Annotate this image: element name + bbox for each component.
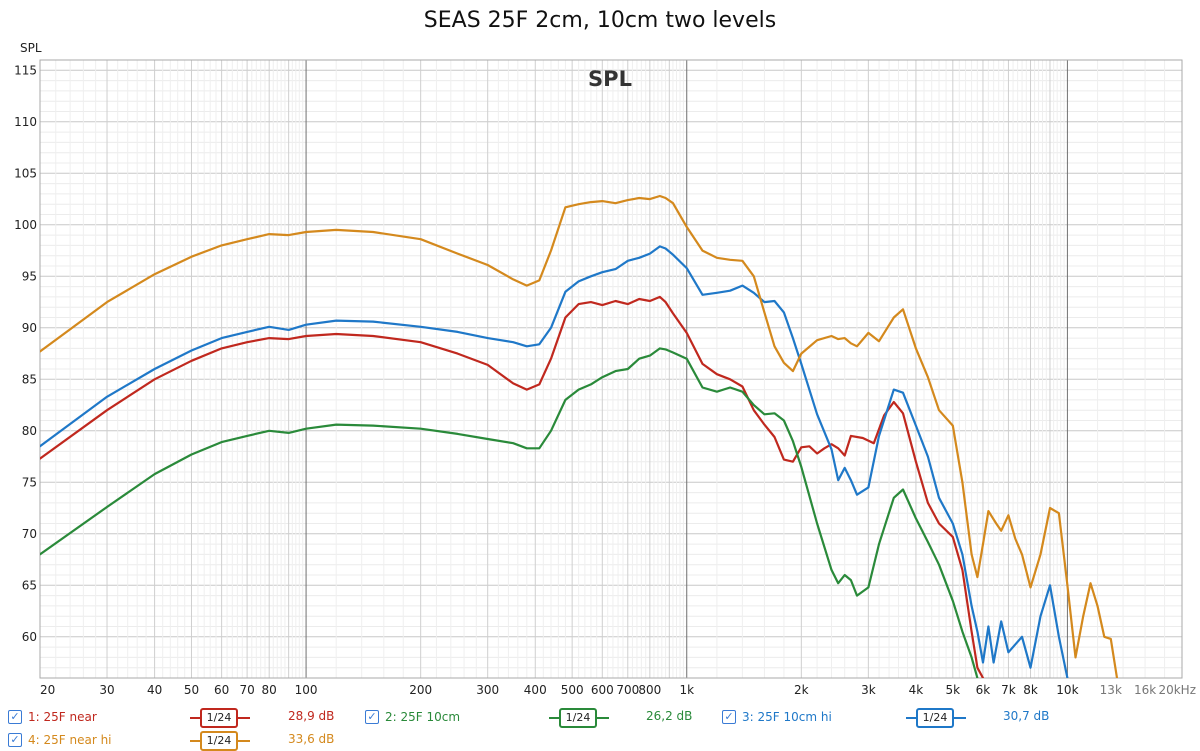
y-tick-label: 80 [22, 424, 37, 438]
x-tick-label: 200 [409, 683, 432, 697]
x-tick-label: 60 [214, 683, 229, 697]
y-tick-label: 90 [22, 321, 37, 335]
x-tick-label: 100 [295, 683, 318, 697]
y-tick-label: 70 [22, 527, 37, 541]
y-tick-label: 100 [14, 218, 37, 232]
legend-smoothing-4[interactable]: 1/24 [200, 731, 238, 751]
y-tick-label: 85 [22, 372, 37, 386]
x-tick-label: 30 [99, 683, 114, 697]
series-line-4 [40, 194, 1119, 678]
x-tick-label: 5k [946, 683, 961, 697]
x-tick-label: 300 [476, 683, 499, 697]
y-tick-label: 95 [22, 269, 37, 283]
x-tick-label: 50 [184, 683, 199, 697]
x-tick-label: 10k [1056, 683, 1078, 697]
y-ticks: 115 110 105 100 95 90 85 80 75 70 65 60 [14, 63, 37, 644]
legend-item-3[interactable]: ✓ 3: 25F 10cm hi [722, 706, 832, 728]
x-tick-label: 80 [262, 683, 277, 697]
legend-level-4: 33,6 dB [288, 732, 335, 746]
y-axis-label: SPL [20, 41, 42, 55]
legend-checkbox-2[interactable]: ✓ [365, 710, 379, 724]
y-tick-label: 65 [22, 578, 37, 592]
legend-label-2[interactable]: 2: 25F 10cm [385, 710, 461, 724]
x-tick-label: 13k [1100, 683, 1122, 697]
x-ticks: 20 30 40 50 60 70 80 100 200 300 400 500 600 700 800 1k… [40, 683, 1196, 697]
legend-level-3: 30,7 dB [1003, 709, 1050, 723]
legend-label-1[interactable]: 1: 25F near [28, 710, 97, 724]
legend-row-1: ✓ 1: 25F near 1/24 28,9 dB ✓ 2: 25F 10cm… [0, 706, 1200, 728]
x-tick-label: 8k [1023, 683, 1038, 697]
x-tick-label: 2k [794, 683, 809, 697]
series-layer [40, 194, 1119, 678]
legend-level-1: 28,9 dB [288, 709, 335, 723]
legend-label-3[interactable]: 3: 25F 10cm hi [742, 710, 832, 724]
x-tick-label: 6k [976, 683, 991, 697]
chart-title: SEAS 25F 2cm, 10cm two levels [423, 8, 777, 33]
x-tick-label: 40 [147, 683, 162, 697]
y-tick-label: 110 [14, 115, 37, 129]
legend-smoothing-2[interactable]: 1/24 [559, 708, 597, 728]
legend-smoothing-1[interactable]: 1/24 [200, 708, 238, 728]
legend-smoothing-3[interactable]: 1/24 [916, 708, 954, 728]
x-tick-label: 4k [909, 683, 924, 697]
legend-checkbox-1[interactable]: ✓ [8, 710, 22, 724]
legend-item-4[interactable]: ✓ 4: 25F near hi [8, 729, 112, 751]
x-tick-label: 600 [591, 683, 614, 697]
x-tick-label: 1k [679, 683, 694, 697]
legend-item-2[interactable]: ✓ 2: 25F 10cm [365, 706, 460, 728]
y-tick-label: 105 [14, 166, 37, 180]
x-tick-label: 70 [239, 683, 254, 697]
x-tick-label: 16k [1134, 683, 1156, 697]
series-line-2 [40, 347, 979, 678]
x-tick-label: 3k [861, 683, 876, 697]
y-tick-label: 115 [14, 63, 37, 77]
legend-item-1[interactable]: ✓ 1: 25F near [8, 706, 97, 728]
legend-checkbox-4[interactable]: ✓ [8, 733, 22, 747]
x-tick-label: 20kHz [1158, 683, 1196, 697]
x-tick-label: 7k [1001, 683, 1016, 697]
plot-label: SPL [588, 67, 632, 91]
y-tick-label: 75 [22, 475, 37, 489]
legend-checkbox-3[interactable]: ✓ [722, 710, 736, 724]
x-tick-label: 20 [40, 683, 55, 697]
series-line-1 [40, 295, 985, 678]
legend-level-2: 26,2 dB [646, 709, 693, 723]
plot-area [39, 59, 1183, 679]
x-tick-label: 500 [561, 683, 584, 697]
series-line-3 [40, 245, 1069, 678]
legend-label-4[interactable]: 4: 25F near hi [28, 733, 112, 747]
grid-layer [40, 59, 1182, 679]
y-tick-label: 60 [22, 630, 37, 644]
x-tick-label: 800 [638, 683, 661, 697]
x-tick-label: 400 [524, 683, 547, 697]
x-tick-label: 700 [616, 683, 639, 697]
legend-row-2: ✓ 4: 25F near hi 1/24 33,6 dB [0, 729, 1200, 751]
